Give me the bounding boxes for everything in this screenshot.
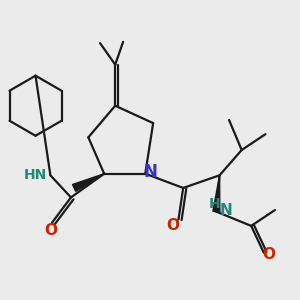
- Text: O: O: [44, 223, 57, 238]
- Text: N: N: [220, 202, 232, 217]
- Text: HN: HN: [24, 168, 47, 182]
- Text: O: O: [166, 218, 179, 233]
- Text: O: O: [262, 247, 275, 262]
- Polygon shape: [213, 175, 220, 212]
- Text: N: N: [144, 163, 158, 181]
- Polygon shape: [73, 174, 104, 191]
- Text: H: H: [209, 197, 220, 211]
